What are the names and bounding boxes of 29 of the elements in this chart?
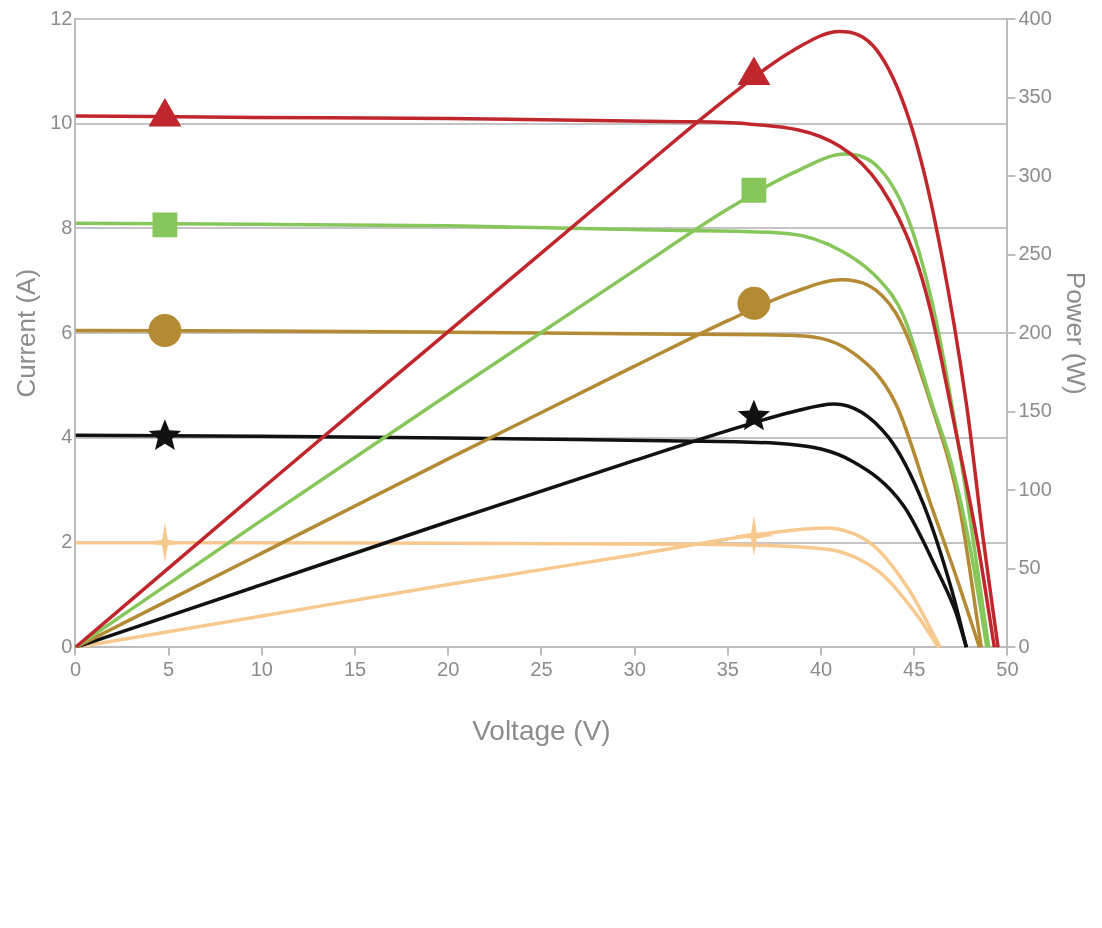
x-tick-label: 35 bbox=[716, 657, 739, 680]
y-axis-title: Current (A) bbox=[10, 268, 41, 398]
y2-tick-label: 100 bbox=[1018, 477, 1052, 500]
x-tick-label: 15 bbox=[343, 657, 367, 680]
y2-tick-label: 350 bbox=[1018, 85, 1052, 108]
x-tick-label: 45 bbox=[903, 657, 926, 680]
y-tick-label: 0 bbox=[61, 634, 73, 657]
y-tick-label: 2 bbox=[61, 530, 73, 553]
y-tick-label: 4 bbox=[61, 425, 73, 448]
y2-tick-label: 50 bbox=[1018, 556, 1041, 579]
y2-tick-label: 200 bbox=[1018, 320, 1052, 343]
y2-tick-label: 400 bbox=[1018, 6, 1052, 29]
y2-tick-label: 0 bbox=[1018, 634, 1030, 657]
y2-tick-label: 150 bbox=[1018, 399, 1052, 422]
x-tick-label: 20 bbox=[437, 657, 460, 680]
x-tick-label: 25 bbox=[530, 657, 553, 680]
y2-tick-label: 300 bbox=[1018, 163, 1052, 186]
x-tick-label: 10 bbox=[250, 657, 273, 680]
x-tick-label: 50 bbox=[996, 657, 1019, 680]
y2-axis-title: Power (W) bbox=[1061, 271, 1092, 395]
y-tick-label: 6 bbox=[61, 320, 73, 343]
y-tick-label: 10 bbox=[50, 111, 73, 134]
y-tick-label: 12 bbox=[50, 6, 73, 29]
y-tick-label: 8 bbox=[61, 215, 73, 238]
x-tick-label: 40 bbox=[809, 657, 833, 680]
x-tick-label: 5 bbox=[163, 657, 175, 680]
y2-tick-label: 250 bbox=[1018, 242, 1052, 265]
x-tick-label: 30 bbox=[623, 657, 646, 680]
x-axis-title: Voltage (V) bbox=[472, 714, 611, 746]
